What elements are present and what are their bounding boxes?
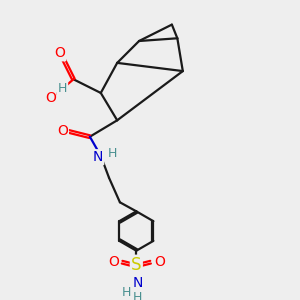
Text: N: N: [133, 276, 143, 290]
Text: H: H: [108, 147, 117, 161]
Text: O: O: [57, 124, 68, 138]
Text: O: O: [154, 255, 165, 269]
Text: O: O: [54, 46, 65, 60]
Text: O: O: [45, 92, 56, 105]
Text: N: N: [93, 150, 103, 164]
Text: O: O: [108, 255, 119, 269]
Text: H: H: [122, 286, 131, 299]
Text: H: H: [133, 291, 142, 300]
Text: S: S: [131, 256, 142, 274]
Text: H: H: [58, 82, 67, 95]
